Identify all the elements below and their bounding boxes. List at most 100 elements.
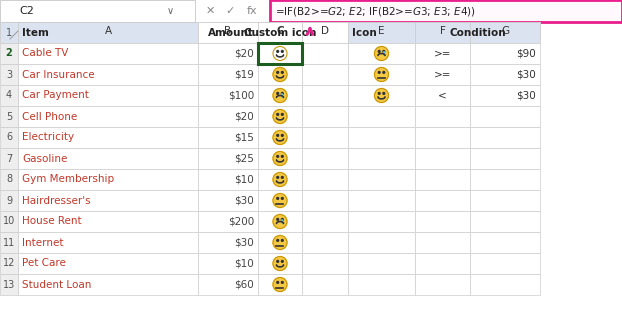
Bar [302,253,348,274]
Bar [348,106,415,127]
Circle shape [273,110,287,123]
Bar [18,64,198,85]
Text: Gasoline: Gasoline [22,154,67,164]
Bar [348,43,415,64]
Text: F: F [440,25,445,35]
Bar [0,22,18,43]
Bar [18,127,198,148]
Bar [198,127,258,148]
Bar [0,106,18,127]
Text: D: D [321,25,329,35]
Bar [18,22,198,43]
Text: 4: 4 [6,90,12,100]
Bar [348,169,415,190]
Text: $30: $30 [516,69,536,79]
Bar [258,43,302,64]
Bar [0,211,18,232]
Circle shape [277,51,279,52]
Circle shape [277,176,279,178]
Text: $30: $30 [234,196,254,205]
Bar [302,190,348,211]
Text: 2: 2 [6,48,12,58]
Bar [198,64,258,85]
Bar [258,211,302,232]
Bar [258,274,302,295]
Bar [415,169,470,190]
Bar [0,85,18,106]
Bar [415,253,470,274]
Text: 12: 12 [3,258,15,268]
Bar [198,211,258,232]
Circle shape [277,281,279,283]
Bar [198,85,258,106]
Text: A: A [104,25,111,35]
Bar [0,274,18,295]
Bar [18,232,198,253]
Circle shape [273,151,287,165]
Bar [415,85,470,106]
Bar [258,169,302,190]
Text: Cable TV: Cable TV [22,48,68,58]
Circle shape [281,51,283,52]
Bar [348,148,415,169]
Circle shape [378,51,380,52]
Circle shape [383,93,385,94]
Text: 10: 10 [3,216,15,226]
Circle shape [281,281,283,283]
Text: ✕: ✕ [205,6,215,16]
Circle shape [281,240,283,241]
Bar [470,106,540,127]
Text: C2: C2 [19,6,34,16]
Circle shape [273,257,287,270]
Bar [302,211,348,232]
Bar [415,190,470,211]
Text: $20: $20 [234,48,254,58]
Text: Cell Phone: Cell Phone [22,111,77,122]
Text: 3: 3 [6,69,12,79]
Text: 6: 6 [6,133,12,143]
Bar [198,169,258,190]
Bar [415,106,470,127]
Bar [198,22,258,43]
Text: Amount: Amount [208,28,254,37]
Bar [348,232,415,253]
Text: ∨: ∨ [167,6,174,16]
Circle shape [273,46,287,61]
Circle shape [281,113,283,115]
Bar [302,127,348,148]
Bar [302,64,348,85]
Bar [470,253,540,274]
Text: 1: 1 [6,28,12,37]
Circle shape [273,278,287,291]
Bar [302,106,348,127]
Circle shape [281,155,283,157]
Text: Car Payment: Car Payment [22,90,89,100]
Circle shape [281,176,283,178]
Bar [470,43,540,64]
Bar [258,127,302,148]
Text: House Rent: House Rent [22,216,81,226]
Bar [18,190,198,211]
Bar [18,106,198,127]
Bar [0,64,18,85]
Bar [198,253,258,274]
Bar [18,253,198,274]
Circle shape [281,219,283,220]
Text: 9: 9 [6,196,12,205]
Text: Internet: Internet [22,237,63,247]
Bar [302,43,348,64]
Bar [470,148,540,169]
Text: $200: $200 [228,216,254,226]
Bar [258,232,302,253]
Bar [258,85,302,106]
Bar [198,106,258,127]
Circle shape [277,155,279,157]
Bar [198,232,258,253]
Bar [198,274,258,295]
Text: $10: $10 [234,258,254,268]
Text: ✓: ✓ [225,6,234,16]
Bar [198,43,258,64]
Bar [470,211,540,232]
Circle shape [281,261,283,262]
Bar [258,190,302,211]
